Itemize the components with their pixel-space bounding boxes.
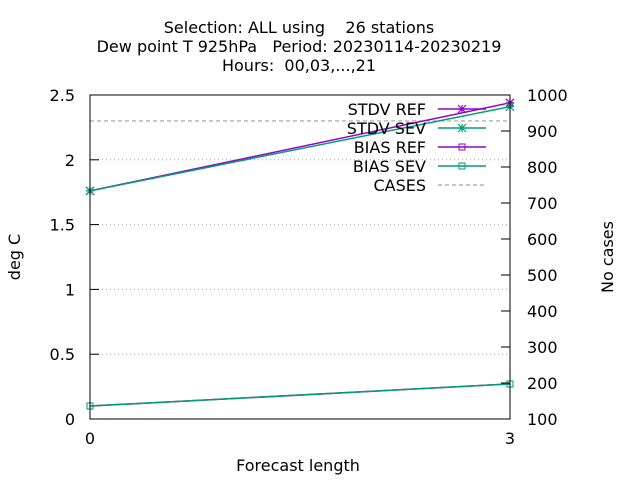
plot-series [85,98,515,410]
y-tick-label: 0 [65,410,75,429]
chart-title-line-2: Dew point T 925hPa Period: 20230114-2023… [97,37,502,56]
legend-marker [457,104,467,114]
y2-tick-label: 900 [527,122,558,141]
legend-entry-bias-ref: BIAS REF [354,138,486,157]
legend-label: BIAS REF [354,138,426,157]
x-tick-label: 3 [505,429,515,448]
y2-tick-label: 500 [527,266,558,285]
y2-tick-label: 200 [527,374,558,393]
legend-label: BIAS SEV [353,157,426,176]
y2-tick-label: 700 [527,194,558,213]
y-tick-label: 1.5 [50,216,75,235]
x-axis-label: Forecast length [236,456,360,475]
y-tick-label: 2.5 [50,86,75,105]
legend-label: STDV SEV [347,119,426,138]
legend-marker [458,162,466,170]
y2-axis-label: No cases [598,221,617,293]
x-tick-label: 0 [85,429,95,448]
y-tick-label: 2 [65,151,75,170]
legend-entry-bias-sev: BIAS SEV [353,157,486,176]
y-axis-label: deg C [5,234,24,280]
legend-entry-stdv-ref: STDV REF [348,100,486,119]
y-tick-label: 0.5 [50,345,75,364]
series-line-bias-sev [89,383,511,407]
y2-tick-label: 800 [527,158,558,177]
y2-tick-label: 400 [527,302,558,321]
legend-entry-stdv-sev: STDV SEV [347,119,486,138]
y2-tick-label: 1000 [527,86,568,105]
y2-tick-label: 600 [527,230,558,249]
legend-marker [458,143,466,151]
y-tick-label: 1 [65,280,75,299]
plot-frame [89,94,511,420]
axis-ticks: 0 0.5 1 1.5 2 2.5 100 200 300 400 500 600 700 800 900 1… [50,86,568,448]
y2-tick-label: 300 [527,338,558,357]
gridlines [90,159,510,355]
legend-marker [457,123,467,133]
legend-label: CASES [373,176,426,195]
chart-title-line-1: Selection: ALL using 26 stations [164,18,434,37]
chart-title-line-3: Hours: 00,03,...,21 [222,56,376,75]
y2-tick-label: 100 [527,410,558,429]
series-line-stdv-sev [89,105,511,192]
legend-entry-cases: CASES [373,176,486,195]
legend-label: STDV REF [348,100,426,119]
